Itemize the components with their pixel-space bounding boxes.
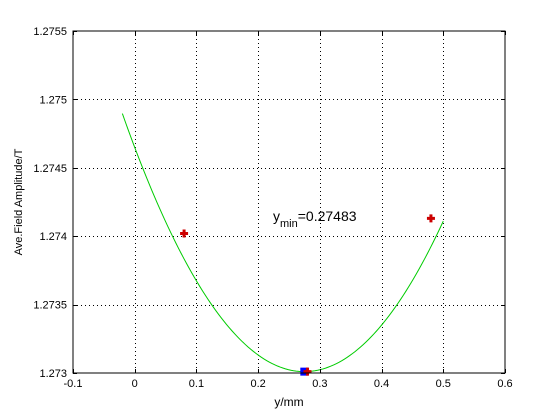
- x-tick-label: 0.6: [497, 378, 512, 390]
- plot-frame: [72, 30, 506, 374]
- x-tick-label: -0.1: [64, 378, 83, 390]
- x-tick-label: 0.4: [374, 378, 389, 390]
- x-tick-label: 0.3: [312, 378, 327, 390]
- x-tick-labels: -0.1 0 0.1 0.2 0.3 0.4 0.5 0.6: [64, 378, 513, 390]
- x-tick-label: 0: [132, 378, 138, 390]
- y-tick-label: 1.275: [39, 94, 67, 106]
- ymin-annotation-subscript: min: [280, 218, 298, 230]
- ymin-annotation-prefix: y: [273, 208, 280, 224]
- y-tick-label: 1.273: [39, 368, 67, 380]
- grid: [73, 31, 505, 373]
- y-tick-label: 1.274: [39, 231, 67, 243]
- fit-curve-layer: [121, 113, 444, 373]
- fit-curve-line: [121, 113, 444, 373]
- plot-area: [73, 31, 505, 373]
- ymin-annotation: ymin=0.27483: [273, 208, 357, 230]
- y-tick-label: 1.2745: [33, 163, 67, 175]
- y-tick-labels: 1.273 1.2735 1.274 1.2745 1.275 1.2755: [33, 26, 67, 380]
- data-point: [303, 367, 312, 376]
- y-axis-label: Ave.Field Amplitude/T: [13, 148, 25, 255]
- x-tick-label: 0.5: [436, 378, 451, 390]
- x-axis-label: y/mm: [274, 395, 303, 409]
- x-tick-label: 0.2: [250, 378, 265, 390]
- ticks: [73, 31, 506, 374]
- data-point: [180, 229, 189, 238]
- y-tick-label: 1.2755: [33, 26, 67, 38]
- ymin-annotation-value: =0.27483: [298, 208, 357, 224]
- y-tick-label: 1.2735: [33, 300, 67, 312]
- data-point: [426, 214, 435, 223]
- data-points-layer: [180, 214, 435, 376]
- x-tick-label: 0.1: [189, 378, 204, 390]
